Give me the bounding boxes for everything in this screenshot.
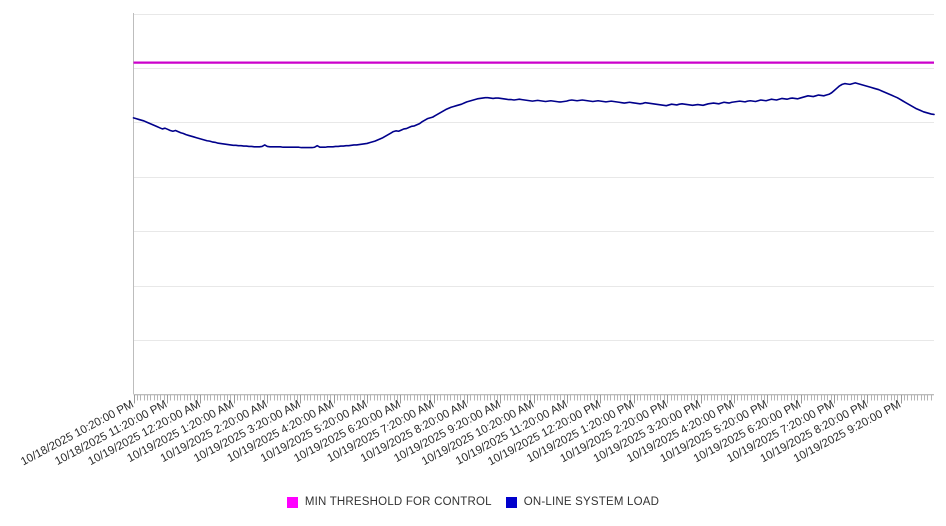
load-series-group [132, 82, 935, 149]
legend-item-online-system-load[interactable]: ON-LINE SYSTEM LOAD [505, 496, 660, 508]
legend-item-min-threshold[interactable]: MIN THRESHOLD FOR CONTROL [286, 496, 492, 508]
legend-label-online-system-load: ON-LINE SYSTEM LOAD [523, 496, 660, 508]
chart-legend: MIN THRESHOLD FOR CONTROL ON-LINE SYSTEM… [0, 496, 946, 508]
online-system-load-line [132, 82, 935, 149]
x-axis-ticks-group [133, 394, 934, 404]
legend-label-min-threshold: MIN THRESHOLD FOR CONTROL [304, 496, 492, 508]
gridlines-group [133, 14, 934, 396]
legend-swatch-min-threshold [286, 496, 298, 508]
legend-swatch-online-system-load [505, 496, 517, 508]
